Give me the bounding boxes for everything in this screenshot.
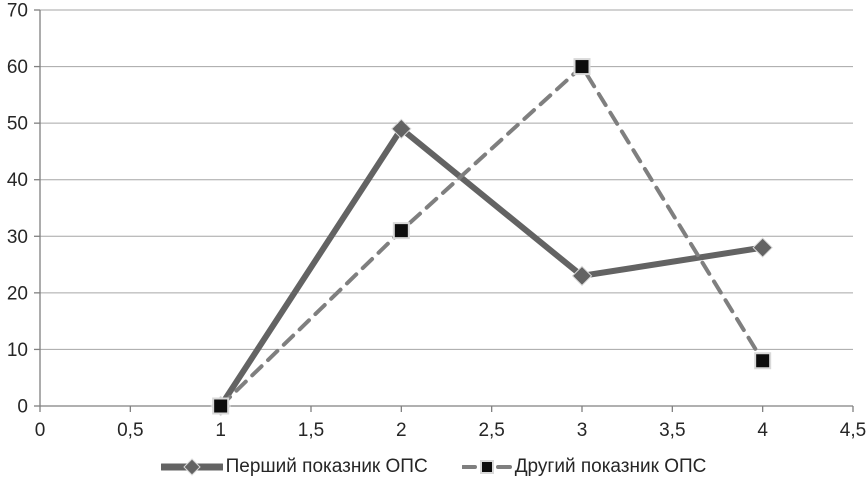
- y-tick-label: 70: [7, 1, 28, 22]
- x-tick-label: 3,5: [659, 420, 685, 441]
- diamond-marker: [571, 265, 593, 287]
- x-tick-label: 4,5: [840, 420, 866, 441]
- series2-dashed-line-square-swatch: [461, 460, 512, 474]
- y-tick-label: 60: [7, 57, 28, 78]
- x-tick-label: 2: [396, 420, 407, 441]
- series1-solid-line-diamond-swatch: [160, 458, 223, 476]
- series-2-line: [218, 63, 765, 408]
- x-tick-label: 0,5: [117, 420, 143, 441]
- legend-label-series1: Перший показник ОПС: [225, 456, 428, 477]
- diamond-marker: [391, 118, 412, 140]
- square-marker: [754, 352, 772, 370]
- x-tick-label: 1: [215, 420, 226, 441]
- y-tick-label: 0: [17, 397, 28, 418]
- x-tick-label: 0: [35, 420, 46, 441]
- x-tick-label: 3: [577, 420, 588, 441]
- legend-label-series2: Другий показник ОПС: [514, 456, 707, 477]
- y-tick-label: 50: [7, 114, 28, 135]
- y-tick-label: 40: [7, 170, 28, 191]
- legend-item-series1: Перший показник ОПС: [160, 456, 428, 478]
- y-tick-label: 30: [7, 227, 28, 248]
- series-1-line: [217, 124, 766, 409]
- x-tick-label: 4: [757, 420, 768, 441]
- square-marker: [479, 460, 494, 474]
- legend-item-series2: Другий показник ОПС: [461, 456, 707, 478]
- diamond-marker: [182, 458, 201, 476]
- line-chart-plot: 0 10 20 30 40 50 60 70 0 0,5 1 1,5 2 2,5 3 3,5 4 4,5: [7, 1, 866, 442]
- square-marker: [573, 58, 591, 76]
- diamond-marker: [752, 237, 773, 258]
- y-tick-label: 20: [7, 283, 28, 304]
- y-tick-label: 10: [7, 340, 28, 361]
- x-tick-label: 2,5: [478, 420, 504, 441]
- x-tick-label: 1,5: [298, 420, 324, 441]
- square-marker: [212, 397, 230, 415]
- square-marker: [392, 222, 410, 240]
- chart-legend: Перший показник ОПС Другий показник ОПС: [0, 446, 867, 488]
